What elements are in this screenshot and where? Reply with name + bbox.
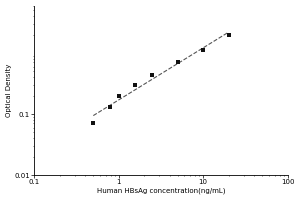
Point: [150, 73, 155, 76]
X-axis label: Human HBsAg concentration(ng/mL): Human HBsAg concentration(ng/mL): [97, 188, 225, 194]
Point: [107, 105, 112, 109]
Point: [116, 94, 121, 97]
Point: [226, 33, 231, 36]
Point: [176, 61, 180, 64]
Point: [91, 122, 96, 125]
Point: [201, 49, 206, 52]
Y-axis label: Optical Density: Optical Density: [6, 64, 12, 117]
Point: [133, 83, 137, 87]
